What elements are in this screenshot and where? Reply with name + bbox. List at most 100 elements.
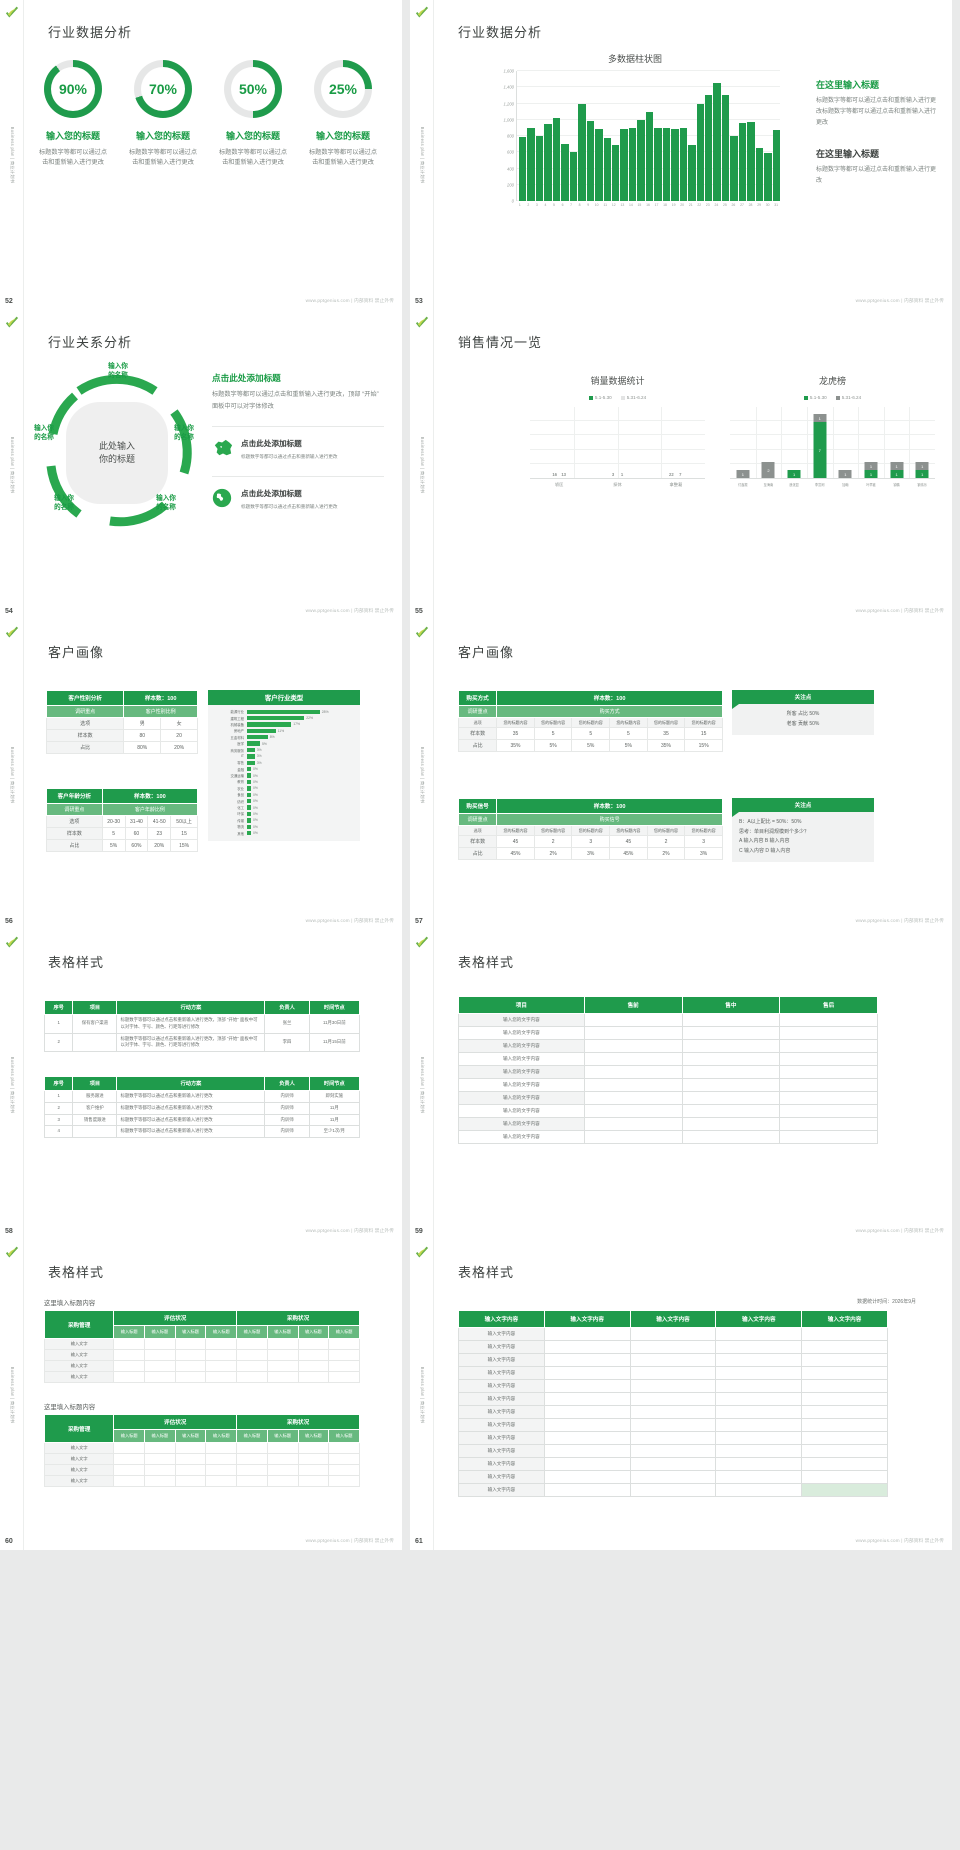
industry-bar-row: 商务服务 3% <box>213 747 355 753</box>
table-row: 2 客户维护 标题数字等都可以通过点击和重新输入进行更改 内训师 11月 <box>43 1101 361 1115</box>
table-row: 输入您的文字内容 <box>458 1078 878 1092</box>
table-cell <box>801 1340 888 1354</box>
table-subheader: 购买方式 <box>496 705 723 718</box>
table-header-cell: 负责人 <box>264 1000 310 1015</box>
table-cell <box>681 1078 781 1092</box>
slide-56[interactable]: Business plan | 商业计划书 客户画像 客户性别分析 样本数：10… <box>0 620 402 930</box>
page-title: 行业数据分析 <box>458 25 543 40</box>
table-header-cell: 采购管理 <box>43 1414 115 1443</box>
table-cell <box>779 1117 878 1131</box>
table-cell: 输入您的文字内容 <box>458 1065 585 1079</box>
table-cell: 20% <box>147 839 172 852</box>
slide-rail: Business plan | 商业计划书 <box>0 1240 24 1550</box>
y-tick-label: 800 <box>507 133 514 139</box>
table-cell <box>779 1130 878 1144</box>
table-row: 输入文字 <box>43 1475 360 1487</box>
table-title: 购买信号 <box>457 798 498 814</box>
slide-58[interactable]: Business plan | 商业计划书 表格样式 序号 项目 行动方案 负责人 时间… <box>0 930 402 1240</box>
donut-item: 90% 输入您的标题 标题数字等都可以通过点击和重新输入进行更改 <box>28 60 118 168</box>
slide-52[interactable]: Business plan | 商业计划书 行业数据分析 90% 输入您的标题 … <box>0 0 402 310</box>
chart-title: 多数据柱状图 <box>607 54 662 64</box>
slide-53[interactable]: Business plan | 商业计划书 行业数据分析 多数据柱状图 0 200… <box>410 0 952 310</box>
bar-value-label: 1 <box>741 471 744 477</box>
gridline <box>730 420 935 422</box>
industry-bar-row: 农业 0% <box>213 786 355 791</box>
x-tick-label: 17 <box>654 203 659 207</box>
industry-bar-row: 金融 0% <box>213 767 355 772</box>
table-cell <box>629 1366 717 1380</box>
bar <box>628 128 637 201</box>
table-cell <box>297 1371 330 1383</box>
slide-rail: Business plan | 商业计划书 <box>0 620 24 930</box>
table-cell <box>629 1457 717 1471</box>
table-cell <box>801 1366 888 1380</box>
table-header-cell: 输入标题 <box>174 1325 207 1339</box>
industry-label: 教育 <box>237 780 244 785</box>
table-header-cell: 采购状况 <box>236 1310 360 1326</box>
center-line-1: 此处输入 <box>98 440 135 451</box>
stacked-bar: 1 <box>736 470 750 478</box>
table-cell <box>297 1442 330 1454</box>
gridline <box>530 420 705 422</box>
x-tick-label: 7 <box>570 203 572 207</box>
bar <box>620 128 628 201</box>
section-label-2: 这里填入标题内容 <box>44 1404 96 1411</box>
chart-x-labels: 轿匡 探休 拿整凝 <box>530 482 705 488</box>
x-tick-label: 30 <box>765 203 770 207</box>
table-cell: 标题数字等都可以通过点击和重新输入进行更改 <box>116 1113 266 1127</box>
table-cell <box>543 1444 631 1458</box>
donut-value: 50% <box>238 81 268 97</box>
table-row: 输入文字内容 <box>458 1483 888 1497</box>
table-cell <box>236 1371 268 1383</box>
table-cell: 11月30日前 <box>308 1014 361 1034</box>
y-tick-label: 1,600 <box>503 68 514 74</box>
table-cell <box>801 1418 888 1432</box>
x-tick-label: 钢伟乐 <box>917 483 927 487</box>
page-number: 61 <box>415 1538 423 1545</box>
bar-value-label: 13 <box>561 472 566 477</box>
slide-rail: Business plan | 商业计划书 <box>410 0 434 310</box>
slide-59[interactable]: Business plan | 商业计划书 表格样式 项目 售前 售中 售后 输入您的… <box>410 930 952 1240</box>
bar-value-label: 1 <box>869 471 873 477</box>
side-text-54: 点击此处添加标题 标题数字等都可以通过点击和重新输入进行更改，顶部 “开始” 面… <box>212 372 384 513</box>
industry-bar <box>247 818 251 823</box>
slide-57[interactable]: Business plan | 商业计划书 客户画像 购买方式 样本数：100 … <box>410 620 952 930</box>
table-cell: 5% <box>571 739 611 752</box>
table-cell <box>801 1353 888 1367</box>
slide-60[interactable]: Business plan | 商业计划书 表格样式 这里填入标题内容 采购管理… <box>0 1240 402 1550</box>
table-cell: 选项 <box>457 825 498 836</box>
table-body: 选项 20-30 31-40 41-50 50以上 样本数 5 60 23 15 占比 5% 60% 20… <box>46 815 198 852</box>
table-header-cell: 输入标题 <box>266 1325 299 1339</box>
industry-bar-row: 纺织 0% <box>213 798 355 804</box>
table-cell: 占比 <box>46 839 103 852</box>
donut-chart: 70% <box>134 60 192 118</box>
table-cell <box>266 1360 299 1372</box>
slide-61[interactable]: Business plan | 商业计划书 表格样式 数据统计时间：2026年9… <box>410 1240 952 1550</box>
bar-value-label: 1 <box>844 471 847 477</box>
slide-rail: Business plan | 商业计划书 <box>410 620 434 930</box>
x-tick-label: 11 <box>603 203 607 207</box>
table-header-row: 输入文字内容 输入文字内容 输入文字内容 输入文字内容 输入文字内容 <box>458 1310 888 1328</box>
industry-value: 0% <box>253 818 258 823</box>
table-cell <box>583 1117 683 1131</box>
slide-54[interactable]: Business plan | 商业计划书 行业关系分析 此处输入 你的标题 输… <box>0 310 402 620</box>
table-cell: 3 <box>684 835 723 848</box>
industry-value: 0% <box>253 767 258 772</box>
table-row: 输入您的文字内容 <box>458 1039 878 1053</box>
table-cell <box>236 1338 268 1350</box>
page-number: 57 <box>415 918 423 925</box>
table-cell: 5 <box>533 727 573 740</box>
donut-text: 标题数字等都可以通过点击和重新输入进行更改 <box>308 149 378 167</box>
slide-55[interactable]: Business plan | 商业计划书 销售情况一览 销量数据统计 5.1-… <box>410 310 952 620</box>
x-tick-label: 叶早链 <box>866 483 876 487</box>
gridline <box>617 407 619 478</box>
table-cell: 至少1次/月 <box>308 1125 361 1139</box>
bar-value-label: 2 <box>767 467 770 473</box>
table-cell <box>113 1475 145 1487</box>
footer-credit: www.pptgenius.com | 内部资料 禁止外传 <box>855 1228 944 1233</box>
slide-rail: Business plan | 商业计划书 <box>0 930 24 1240</box>
table-body: 选项 您的标题内容 您的标题内容 您的标题内容 您的标题内容 您的标题内容 您的标题内容 样本… <box>457 717 723 752</box>
footer-credit: www.pptgenius.com | 内部资料 禁止外传 <box>855 298 944 303</box>
industry-value: 3% <box>256 760 262 765</box>
table-cell <box>205 1338 238 1350</box>
